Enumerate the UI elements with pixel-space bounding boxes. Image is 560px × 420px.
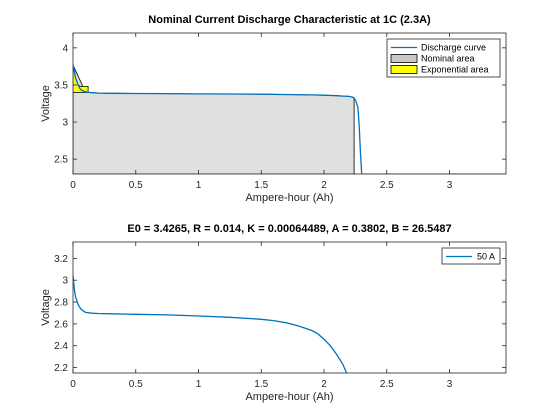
chart-bottom-legend-label: 50 A <box>477 252 495 262</box>
chart-top-legend-symbol <box>390 65 418 74</box>
chart-bottom-xtick-label: 1.5 <box>254 379 268 390</box>
chart-bottom-xtick-label: 2 <box>321 379 327 390</box>
chart-top-ytick-label: 4 <box>62 43 68 54</box>
legend-patch-swatch <box>390 54 418 63</box>
chart-bottom-ytick-label: 2.6 <box>54 319 68 330</box>
chart-top-ytick-label: 3 <box>62 118 68 129</box>
chart-top-plot-area <box>73 64 506 174</box>
chart-top-legend-label: Nominal area <box>421 54 475 64</box>
chart-top-ylabel: Voltage <box>40 85 52 122</box>
chart-top-xtick-label: 3 <box>447 180 453 191</box>
chart-bottom-xlabel: Ampere-hour (Ah) <box>245 391 333 403</box>
chart-top-legend-symbol <box>390 54 418 63</box>
chart-bottom-xtick-label: 1 <box>196 379 202 390</box>
chart-bottom-xtick-label: 3 <box>447 379 453 390</box>
chart-bottom-ytick-label: 2.2 <box>54 363 68 374</box>
chart-top-title: Nominal Current Discharge Characteristic… <box>148 14 431 26</box>
chart-bottom-ytick-label: 3 <box>62 276 68 287</box>
chart-top-xtick-label: 2 <box>321 180 327 191</box>
chart-top-legend-label: Exponential area <box>421 65 489 75</box>
chart-bottom-title: E0 = 3.4265, R = 0.014, K = 0.00064489, … <box>127 223 451 235</box>
chart-top-series-line-0 <box>73 64 506 174</box>
chart-top-xtick-label: 1.5 <box>254 180 268 191</box>
chart-top: 0 0.5 1 1.5 2 2.5 3 2.5 3 3.5 4 Nominal Current Dis… <box>40 14 507 204</box>
chart-bottom-ytick-label: 2.8 <box>54 298 68 309</box>
chart-top-xtick-label: 2.5 <box>380 180 394 191</box>
chart-bottom-legend: 50 A <box>441 247 501 265</box>
chart-top-xtick-label: 0.5 <box>129 180 143 191</box>
chart-bottom-xtick-label: 2.5 <box>380 379 394 390</box>
chart-bottom-xtick-label: 0 <box>70 379 76 390</box>
chart-bottom-ytick-label: 3.2 <box>54 254 68 265</box>
chart-top-xtick-label: 0 <box>70 180 76 191</box>
chart-bottom-xtick-label: 0.5 <box>129 379 143 390</box>
chart-top-legend-label: Discharge curve <box>421 43 486 53</box>
chart-bottom-ytick-label: 2.4 <box>54 341 68 352</box>
chart-bottom-ylabel: Voltage <box>40 289 52 326</box>
chart-bottom: 0 0.5 1 1.5 2 2.5 3 2.2 2.4 2.6 2.8 3 3.2 E0 = 3.4265… <box>40 223 507 403</box>
chart-top-ytick-label: 2.5 <box>54 155 68 166</box>
chart-bottom-axes-box <box>72 241 507 374</box>
chart-top-xtick-label: 1 <box>196 180 202 191</box>
chart-bottom-series-line-0 <box>73 274 348 373</box>
chart-top-xlabel: Ampere-hour (Ah) <box>245 192 333 204</box>
legend-patch-swatch <box>390 65 418 74</box>
chart-bottom-plot-area <box>73 274 348 373</box>
chart-top-ytick-label: 3.5 <box>54 80 68 91</box>
